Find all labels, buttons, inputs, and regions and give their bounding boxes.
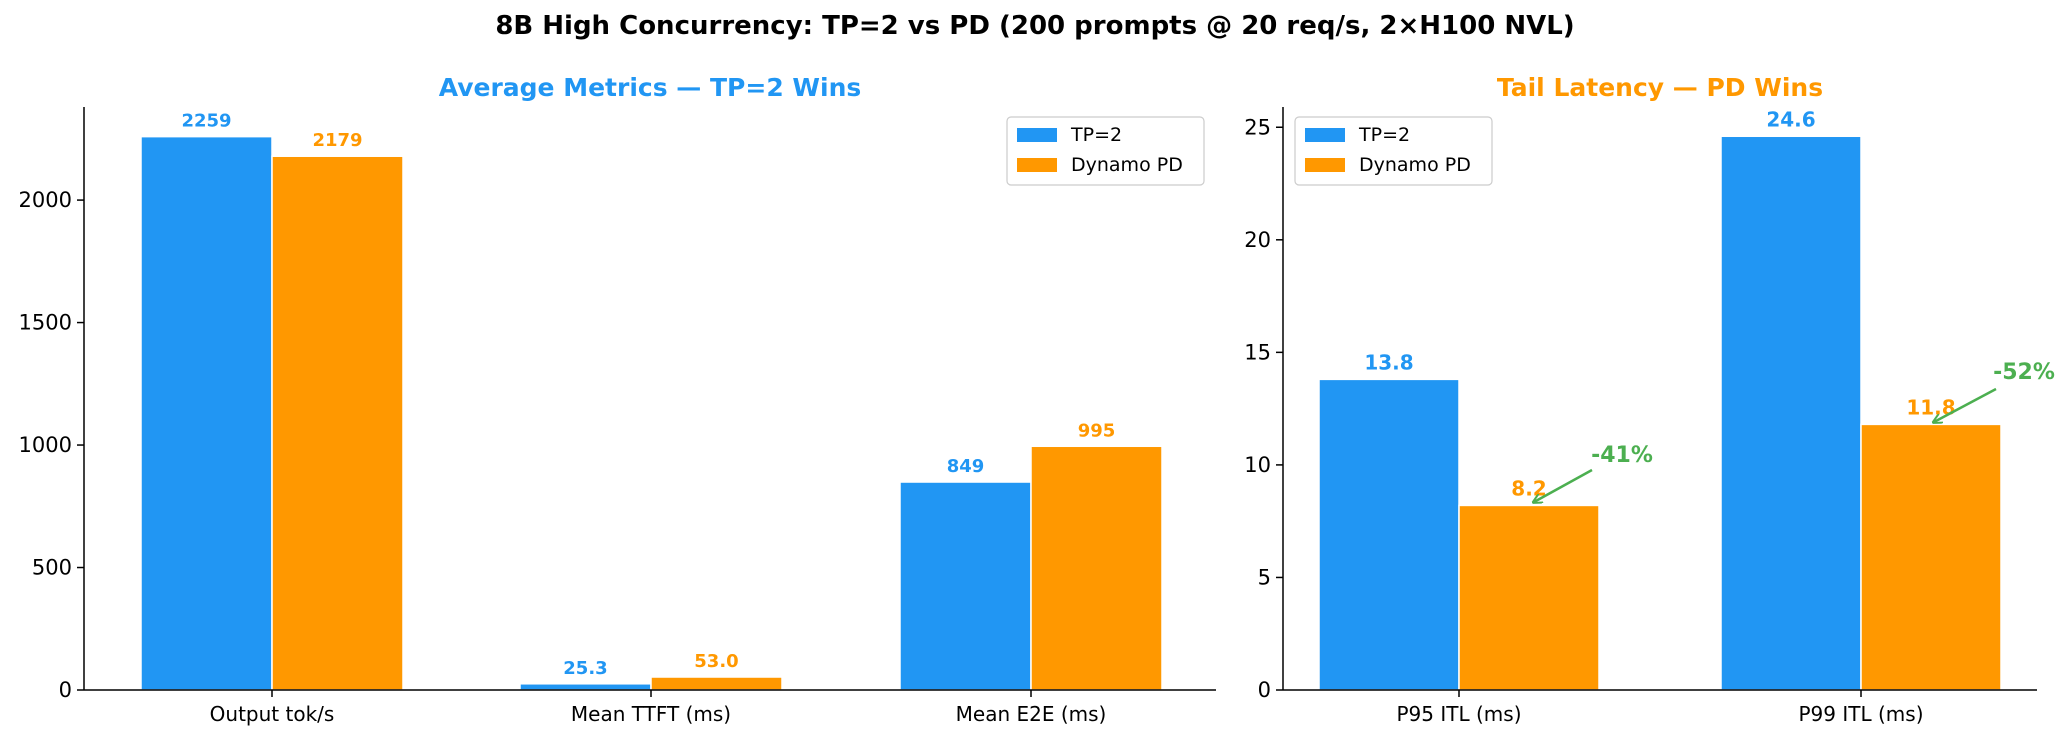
bar-value-label: 2259 [181, 111, 231, 132]
y-tick-label: 500 [32, 556, 72, 580]
y-tick-label: 5 [1258, 565, 1271, 589]
y-tick-label: 15 [1244, 340, 1271, 364]
legend-label: Dynamo PD [1071, 154, 1183, 176]
legend-swatch [1017, 158, 1057, 172]
bar [1860, 423, 2002, 691]
x-tick-label: P95 ITL (ms) [1397, 702, 1522, 726]
legend-swatch [1017, 128, 1057, 142]
annotation-label: -41% [1591, 443, 1653, 468]
x-tick-label: Mean E2E (ms) [956, 702, 1107, 726]
bar-value-label: 995 [1078, 420, 1116, 441]
legend-swatch [1305, 128, 1345, 142]
y-tick-label: 25 [1244, 115, 1271, 139]
y-tick-label: 0 [1258, 678, 1271, 702]
bar-value-label: 849 [947, 456, 985, 477]
bar-value-label: 24.6 [1766, 107, 1815, 131]
panel-title: Average Metrics — TP=2 Wins [439, 73, 862, 102]
bar-value-label: 2179 [312, 130, 362, 151]
legend-swatch [1305, 158, 1345, 172]
annotation-arrow [1934, 387, 1997, 422]
y-tick-label: 1000 [19, 433, 72, 457]
legend: TP=2 Dynamo PD [1006, 116, 1205, 186]
bar-value-label: 25.3 [563, 658, 607, 679]
x-tick-label: Output tok/s [210, 702, 335, 726]
annotation-label: -52% [1993, 360, 2055, 385]
legend-label: Dynamo PD [1359, 154, 1471, 176]
x-tick-label: Mean TTFT (ms) [571, 702, 731, 726]
annotation-arrow [1534, 468, 1593, 502]
x-tick-label: P99 ITL (ms) [1799, 702, 1924, 726]
bar-value-label: 53.0 [694, 651, 738, 672]
bar-value-label: 13.8 [1364, 350, 1413, 374]
y-tick-label: 1500 [19, 311, 72, 335]
bar [650, 676, 783, 691]
tail-latency-panel: Tail Latency — PD Wins13.824.68.211.8051… [1244, 73, 2055, 726]
bar [140, 135, 273, 691]
bar [271, 155, 404, 691]
bar [519, 683, 652, 691]
average-metrics-panel: Average Metrics — TP=2 Wins 2259 25.3 849 21… [19, 73, 1216, 726]
legend-label: TP=2 [1070, 124, 1122, 146]
y-tick-label: 10 [1244, 453, 1271, 477]
y-tick-label: 2000 [19, 188, 72, 212]
panel-title: Tail Latency — PD Wins [1497, 73, 1823, 102]
bar [1720, 135, 1862, 691]
figure-title: 8B High Concurrency: TP=2 vs PD (200 pro… [495, 11, 1574, 41]
y-tick-label: 20 [1244, 228, 1271, 252]
bar [1030, 445, 1163, 691]
y-tick-label: 0 [59, 678, 72, 702]
bar [899, 481, 1032, 691]
bar [1318, 378, 1460, 691]
legend: TP=2 Dynamo PD [1294, 116, 1493, 186]
legend-label: TP=2 [1358, 124, 1410, 146]
bar [1458, 504, 1600, 691]
